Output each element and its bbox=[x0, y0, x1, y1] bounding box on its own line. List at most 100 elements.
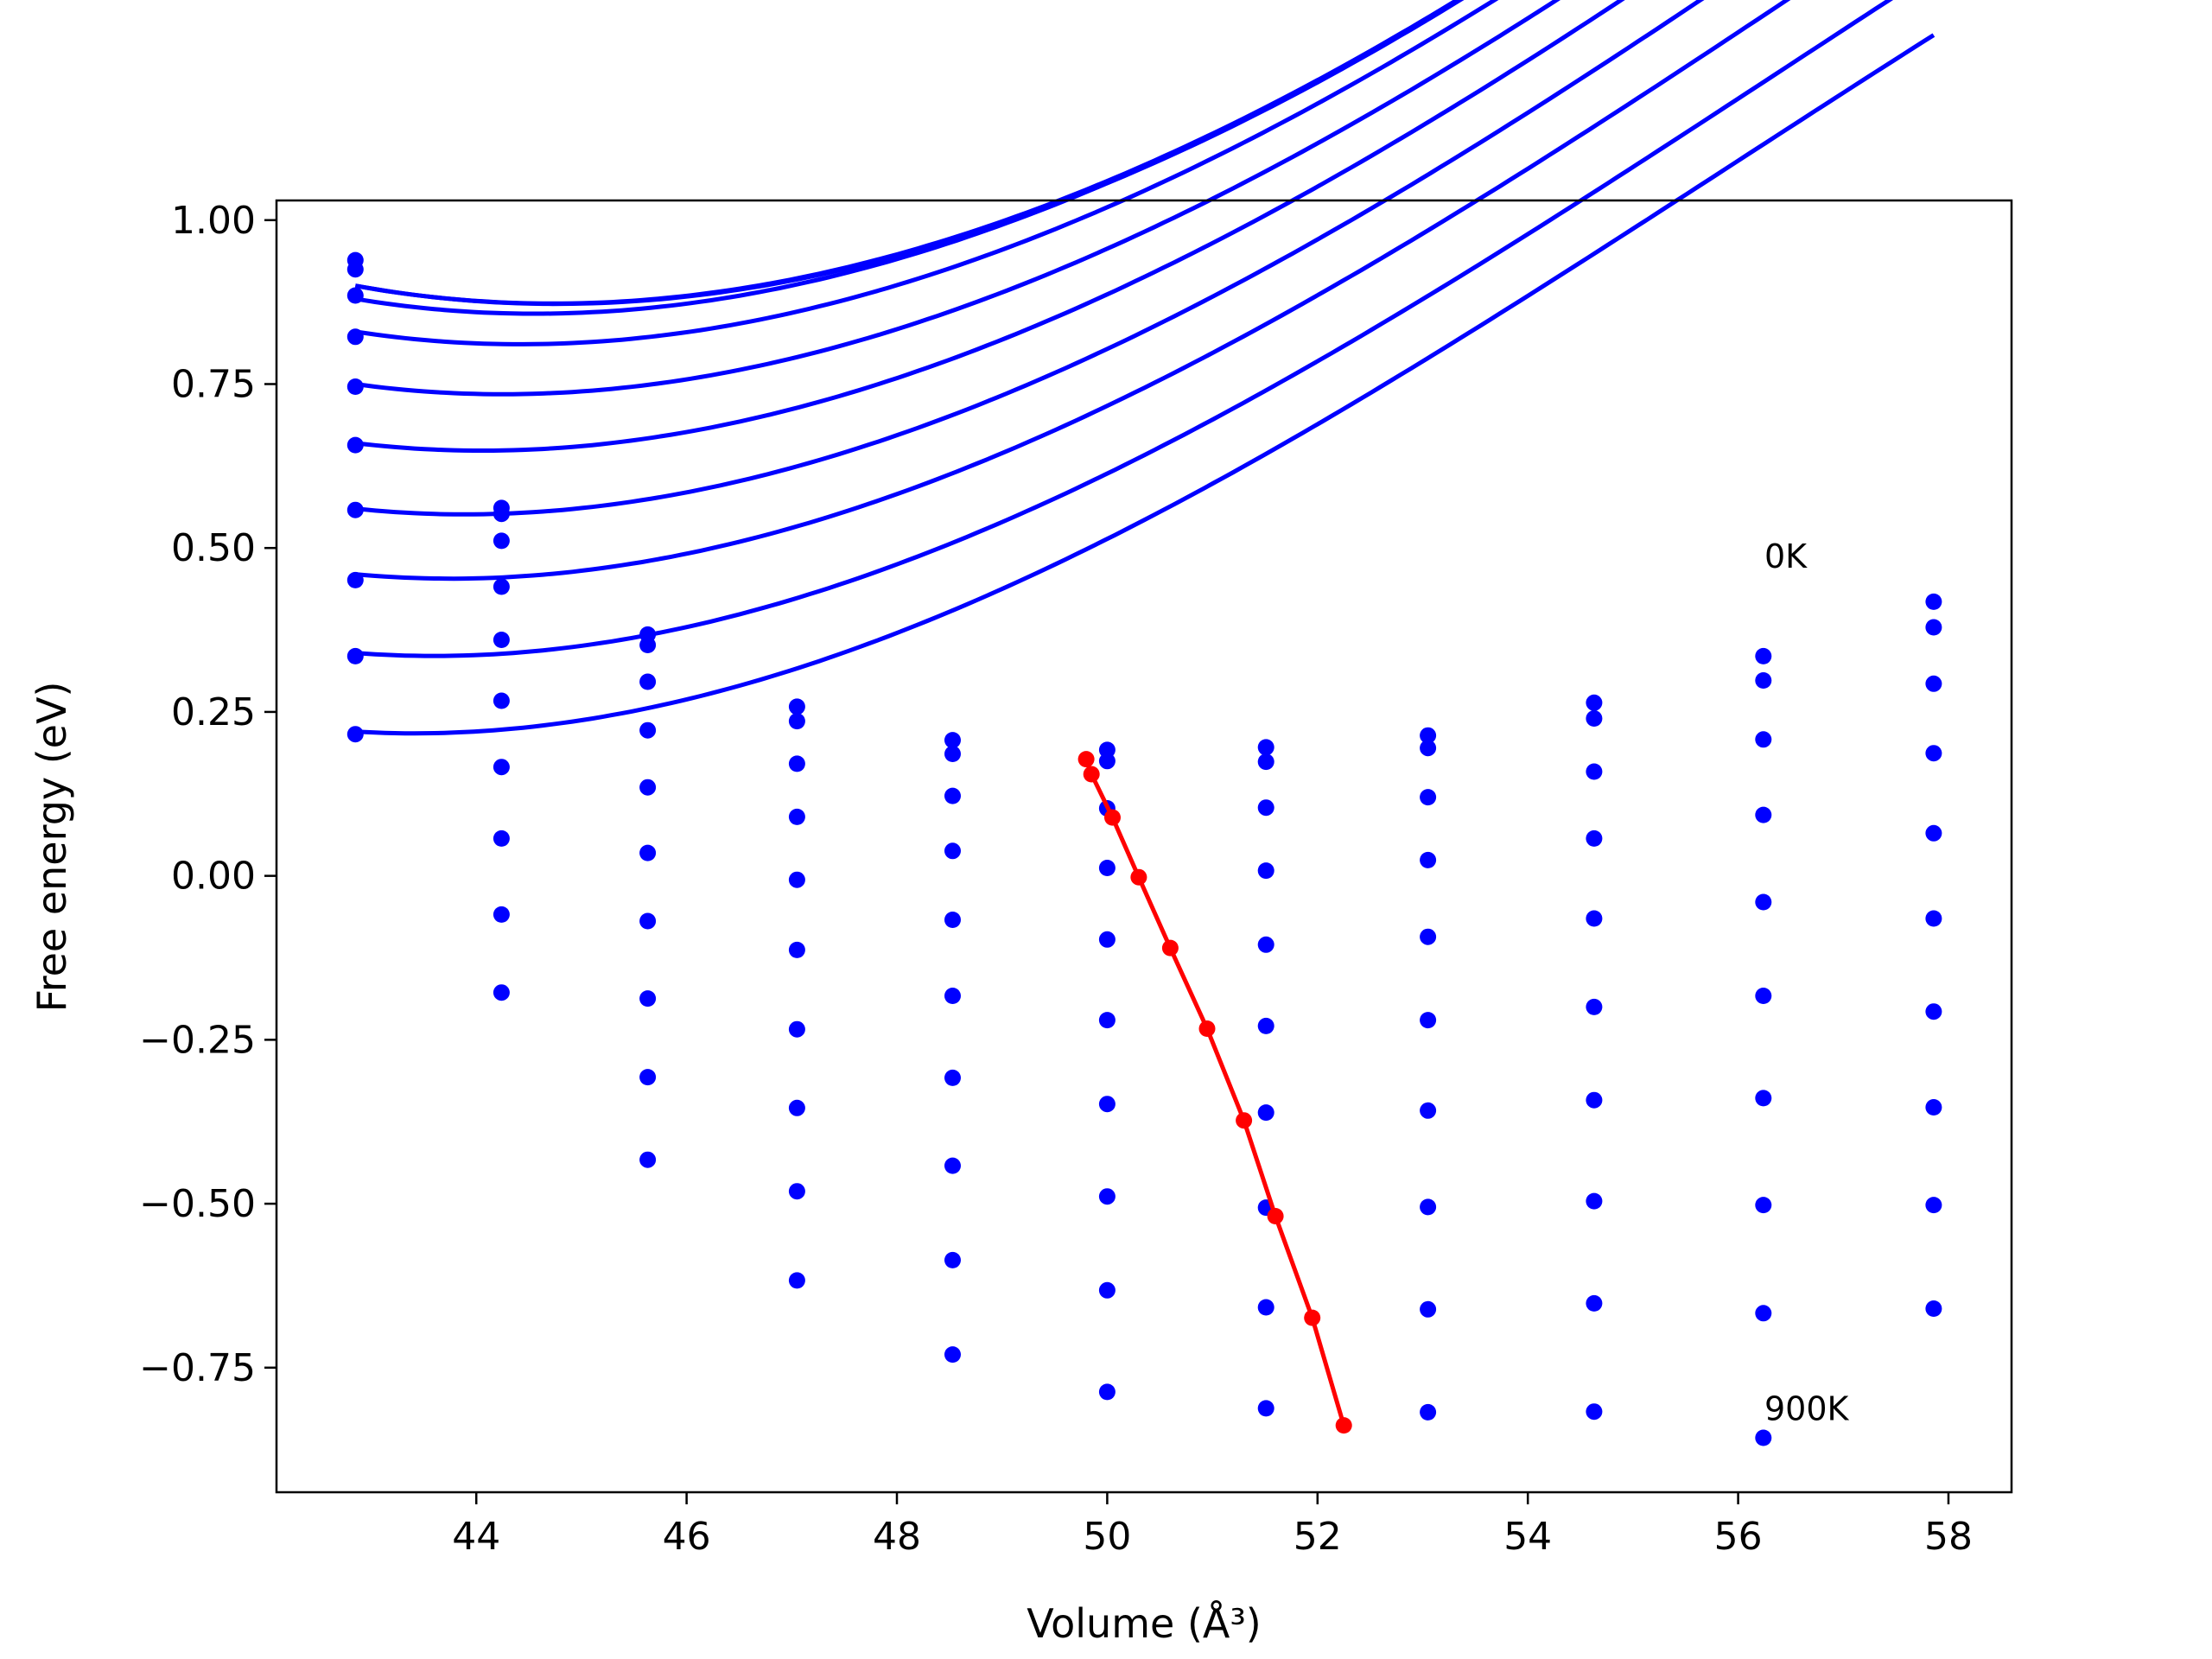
minimum-line bbox=[1084, 758, 1346, 1427]
data-point bbox=[1755, 1197, 1772, 1214]
data-point bbox=[1420, 928, 1437, 945]
data-point bbox=[639, 844, 657, 861]
temperature-annotation: 0K bbox=[1764, 537, 1808, 575]
data-point bbox=[788, 1272, 805, 1289]
data-point bbox=[493, 759, 510, 776]
data-point bbox=[1586, 1403, 1603, 1421]
data-point bbox=[944, 988, 961, 1004]
minimum-point bbox=[1130, 868, 1147, 886]
fit-curve-5 bbox=[355, 0, 1625, 453]
data-point bbox=[1925, 1300, 1942, 1317]
minimum-point bbox=[1198, 1020, 1216, 1037]
data-point bbox=[1098, 1281, 1116, 1299]
data-point bbox=[1098, 860, 1116, 876]
data-point bbox=[1420, 1300, 1437, 1318]
data-point bbox=[1755, 1090, 1772, 1107]
y-tick-label: 1.00 bbox=[171, 199, 256, 243]
x-tick-label: 56 bbox=[1714, 1515, 1763, 1559]
data-point bbox=[493, 830, 510, 847]
data-point bbox=[1755, 988, 1772, 1004]
data-point bbox=[788, 871, 805, 888]
data-point bbox=[1420, 1102, 1437, 1119]
data-point bbox=[639, 1069, 657, 1086]
data-point bbox=[639, 912, 657, 930]
data-point bbox=[1586, 1192, 1603, 1210]
data-point bbox=[346, 436, 364, 454]
data-point bbox=[346, 261, 364, 278]
data-point bbox=[1420, 740, 1437, 757]
data-point bbox=[1755, 672, 1772, 689]
data-point bbox=[944, 842, 961, 860]
data-point bbox=[1257, 739, 1274, 756]
data-point bbox=[1420, 789, 1437, 806]
data-point bbox=[788, 755, 805, 772]
data-point bbox=[1925, 1003, 1942, 1020]
data-point bbox=[788, 1020, 805, 1038]
data-point bbox=[1755, 731, 1772, 748]
plot-frame bbox=[275, 199, 2013, 1494]
x-tick-label: 54 bbox=[1503, 1515, 1552, 1559]
data-point bbox=[788, 1099, 805, 1116]
data-point bbox=[1586, 763, 1603, 780]
y-tick-label: −0.75 bbox=[139, 1346, 256, 1390]
minimum-point bbox=[1304, 1309, 1321, 1326]
data-point bbox=[1586, 694, 1603, 711]
fit-curve-9 bbox=[355, 33, 1936, 736]
y-axis-ticks: −0.75 −0.50 −0.25 0.00 0.25 0.50 0.75 1.00 bbox=[139, 199, 276, 1390]
data-point bbox=[493, 505, 510, 523]
data-point bbox=[1586, 830, 1603, 847]
data-point bbox=[639, 721, 657, 739]
data-point bbox=[1586, 998, 1603, 1015]
data-point bbox=[346, 726, 364, 743]
data-point bbox=[788, 941, 805, 958]
data-point bbox=[1098, 931, 1116, 948]
data-point bbox=[944, 787, 961, 804]
data-point bbox=[1257, 1400, 1274, 1417]
fit-curve-8 bbox=[355, 0, 1894, 658]
data-point bbox=[1257, 799, 1274, 817]
data-point bbox=[1925, 619, 1942, 636]
data-point bbox=[493, 532, 510, 550]
minimum-point bbox=[1335, 1417, 1352, 1434]
data-point bbox=[1755, 1305, 1772, 1322]
y-tick-label: 0.75 bbox=[171, 362, 256, 406]
data-point bbox=[944, 1157, 961, 1174]
data-point bbox=[944, 1346, 961, 1363]
data-point bbox=[1420, 727, 1437, 744]
y-axis-title: Free energy (eV) bbox=[29, 682, 75, 1013]
data-point bbox=[1925, 824, 1942, 842]
data-point bbox=[493, 906, 510, 923]
y-tick-label: 0.00 bbox=[171, 855, 256, 899]
minimum-point bbox=[1104, 809, 1121, 826]
x-tick-label: 52 bbox=[1294, 1515, 1342, 1559]
minimum-point bbox=[1236, 1112, 1253, 1129]
data-point bbox=[639, 637, 657, 653]
minimum-point bbox=[1161, 939, 1179, 957]
data-point bbox=[1925, 675, 1942, 692]
data-point bbox=[1098, 1096, 1116, 1113]
data-point bbox=[1755, 1429, 1772, 1446]
data-point bbox=[1257, 1017, 1274, 1034]
data-point bbox=[1257, 1299, 1274, 1316]
annotations: 0K 900K bbox=[1764, 537, 1850, 1428]
minimum-line-group bbox=[1077, 751, 1352, 1434]
x-tick-label: 46 bbox=[663, 1515, 711, 1559]
data-point bbox=[639, 990, 657, 1007]
data-point bbox=[346, 647, 364, 664]
x-axis-ticks: 44 46 48 50 52 54 56 58 bbox=[452, 1492, 1973, 1559]
data-point bbox=[1925, 745, 1942, 762]
data-point bbox=[1586, 1294, 1603, 1312]
data-point bbox=[1098, 753, 1116, 770]
fit-curve-7 bbox=[355, 0, 1791, 582]
data-point bbox=[944, 912, 961, 928]
data-point bbox=[1257, 1104, 1274, 1122]
data-point bbox=[1586, 710, 1603, 727]
data-point bbox=[639, 779, 657, 796]
data-point bbox=[1257, 862, 1274, 880]
data-point bbox=[1420, 1403, 1437, 1421]
data-point bbox=[788, 808, 805, 825]
data-point bbox=[1925, 593, 1942, 610]
data-point bbox=[493, 578, 510, 595]
fit-curve-4 bbox=[354, 0, 1561, 397]
